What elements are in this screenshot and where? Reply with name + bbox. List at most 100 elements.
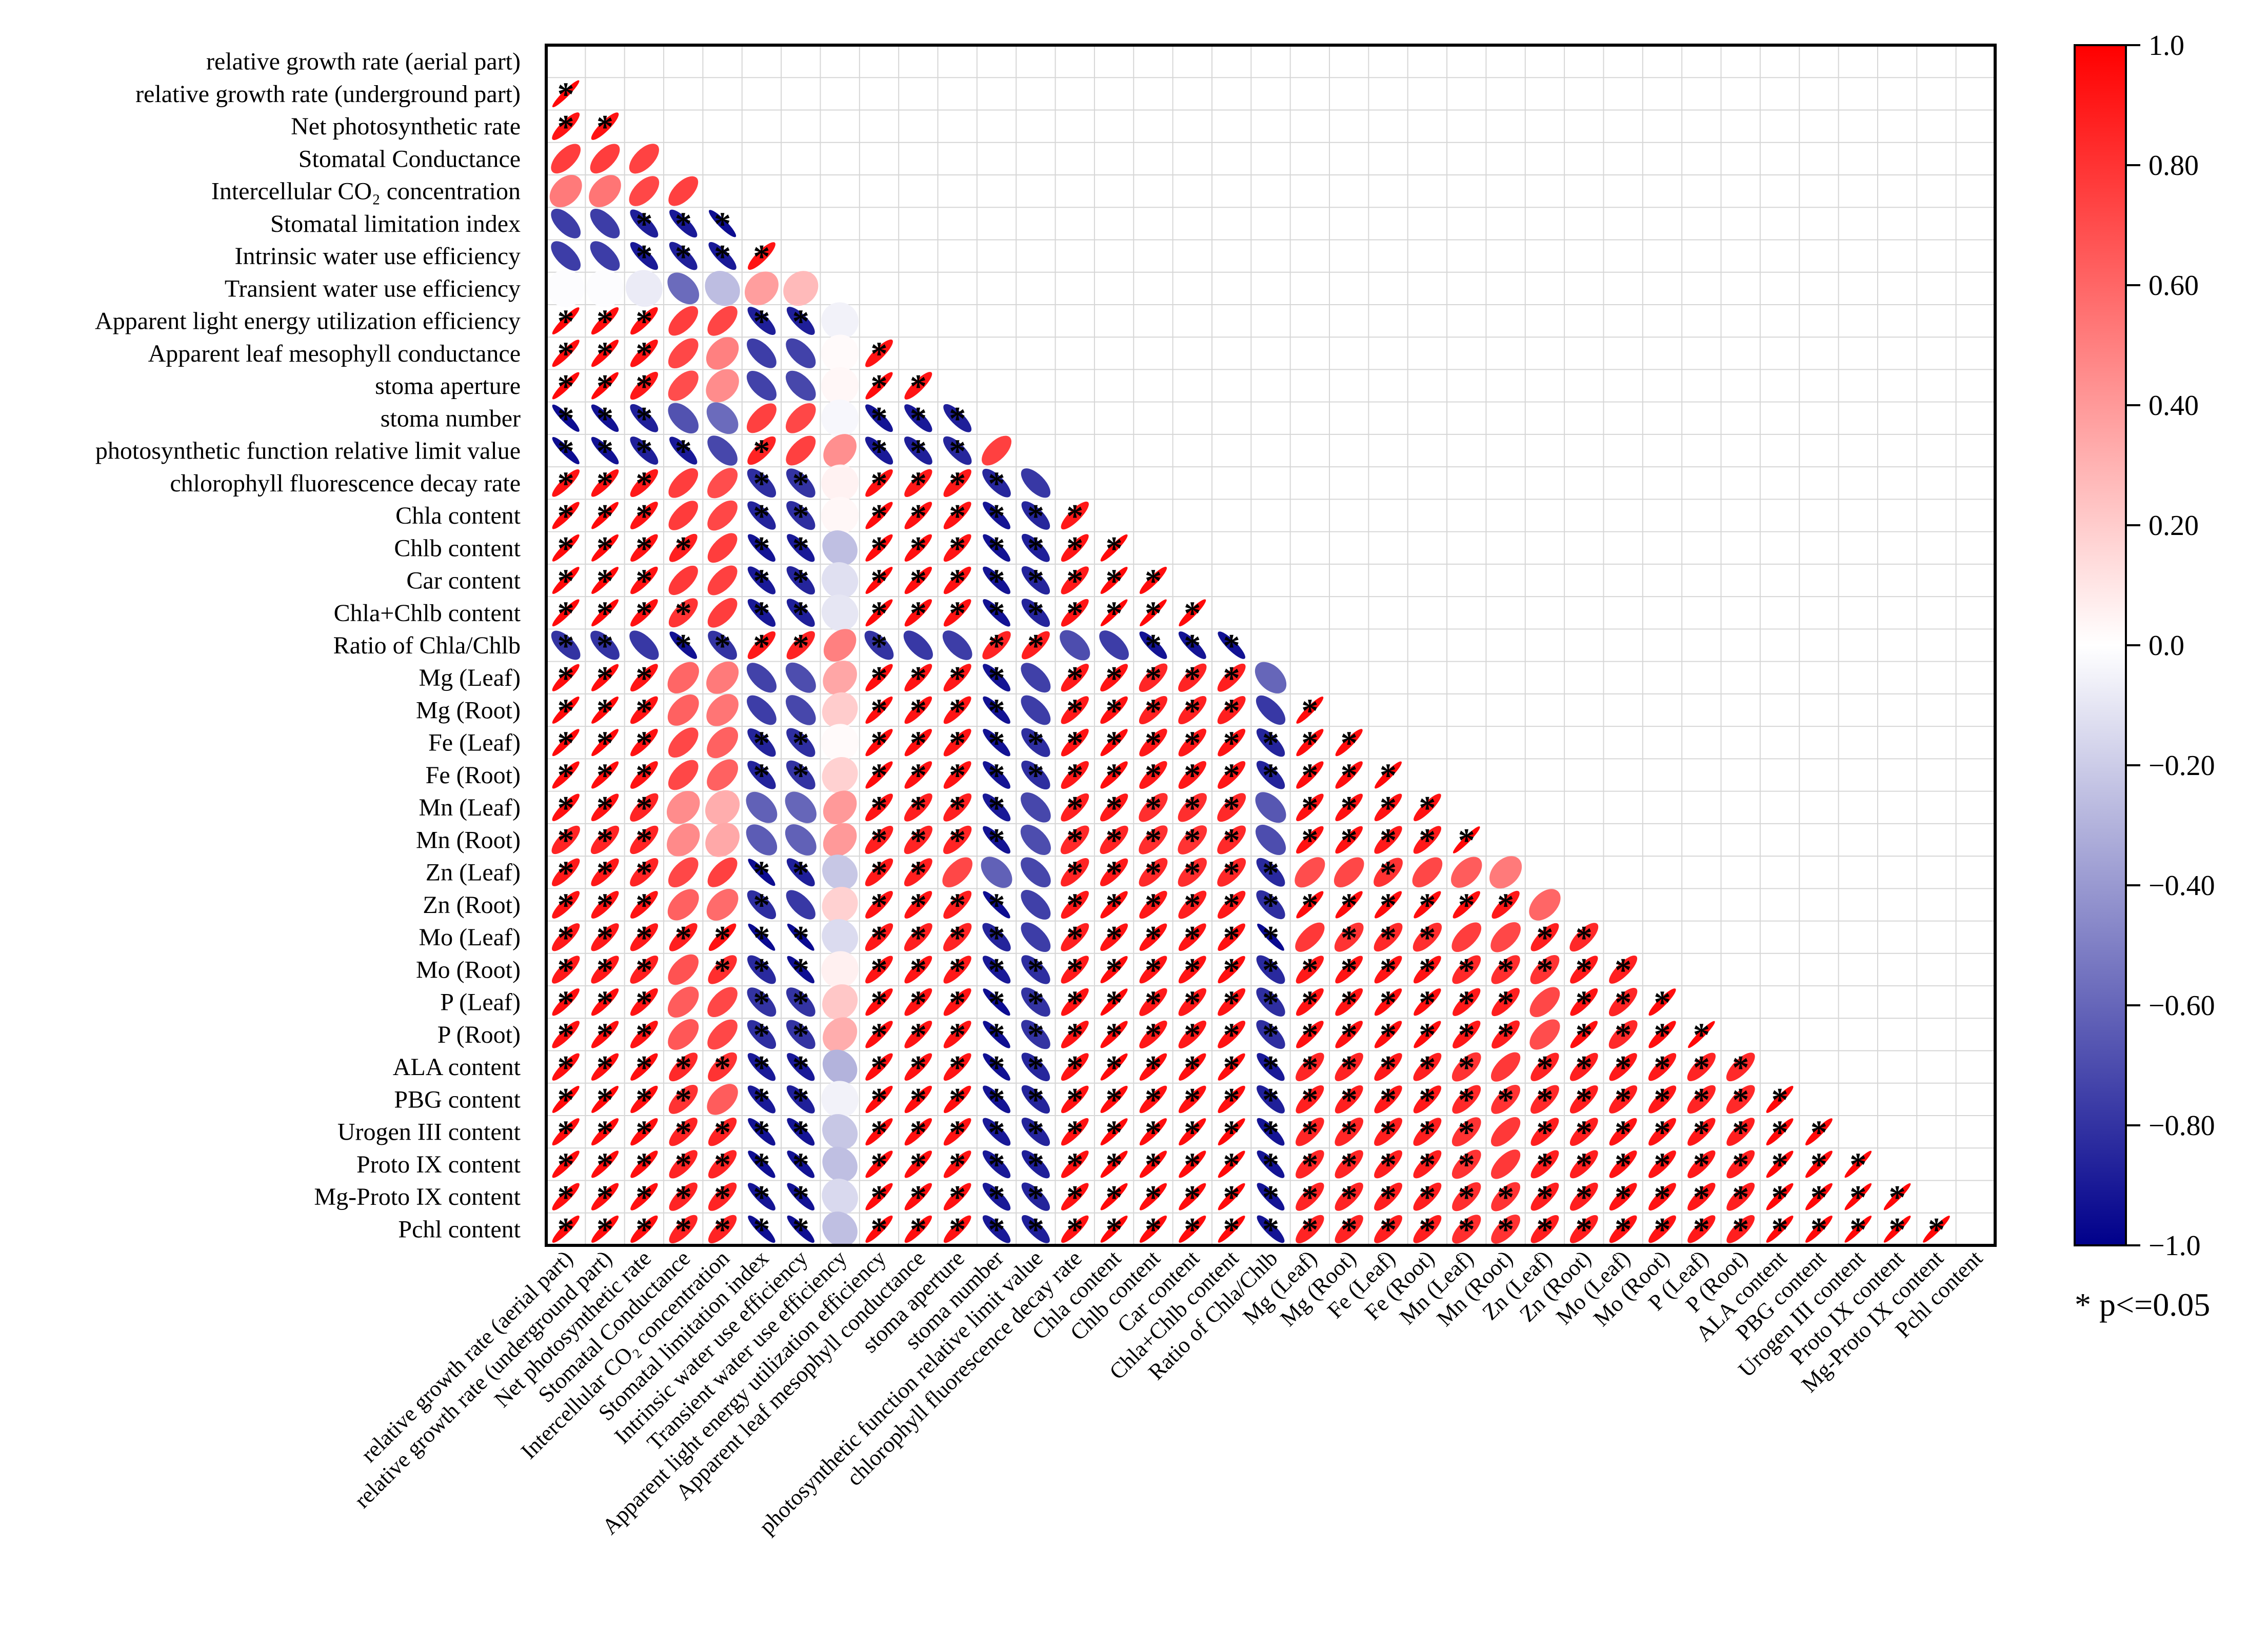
ellipse-apparent-light-energy-utilization-efficiency-vs-intercellular-co-concentration	[707, 306, 738, 336]
significance-star: *	[714, 238, 731, 275]
significance-star: *	[635, 854, 652, 891]
significance-star: *	[1615, 1017, 1632, 1054]
significance-star: *	[988, 789, 1005, 827]
significance-star: *	[1106, 692, 1123, 729]
ellipse-ala-content-vs-stoma-number	[983, 1053, 1010, 1081]
ellipse-urogen-iii-content-vs-photosynthetic-function-relative-limit-value	[1021, 1117, 1050, 1146]
significance-star: *	[596, 595, 613, 632]
ellipse-p-leaf-vs-stoma-aperture	[943, 988, 971, 1016]
significance-star: *	[596, 530, 613, 567]
ellipse-p-root-vs-p-leaf	[1688, 1021, 1715, 1048]
significance-star: *	[1027, 1049, 1044, 1086]
significance-star: *	[635, 951, 652, 989]
ellipse-fe-leaf-vs-relative-growth-rate-aerial-part	[552, 729, 580, 757]
ellipse-car-content-vs-apparent-light-energy-utilization-efficiency	[865, 567, 893, 594]
ellipse-ala-content-vs-fe-leaf	[1374, 1053, 1402, 1081]
significance-star: *	[596, 1049, 613, 1086]
ellipse-mo-root-vs-relative-growth-rate-underground-part	[591, 956, 619, 984]
ellipse-apparent-light-energy-utilization-efficiency-vs-net-photosynthetic-rate	[630, 307, 658, 335]
colorbar: 1.0 0.80 0.60 0.40 0.20 0.0 −0.20 −0.40 −0.60 −0.…	[2074, 30, 2215, 1262]
ellipse-car-content-vs-relative-growth-rate-aerial-part	[552, 567, 580, 594]
significance-star: *	[1066, 1049, 1083, 1086]
ellipse-p-root-vs-chla-content	[1100, 1021, 1128, 1048]
ellipse-car-content-vs-stoma-number	[983, 566, 1010, 594]
ellipse-p-root-vs-relative-growth-rate-underground-part	[591, 1021, 619, 1048]
ellipse-apparent-light-energy-utilization-efficiency-vs-stomatal-limitation-index	[747, 307, 776, 335]
ellipse-mg-proto-ix-content-vs-fe-leaf	[1374, 1182, 1402, 1211]
significance-star: *	[949, 692, 966, 729]
significance-star: *	[1106, 789, 1123, 827]
ellipse-urogen-iii-content-vs-p-root	[1726, 1118, 1755, 1146]
significance-star: *	[1341, 919, 1358, 957]
significance-star: *	[596, 660, 613, 697]
significance-star: *	[1184, 822, 1201, 859]
ellipse-mn-root-vs-mn-leaf	[1453, 826, 1480, 853]
ellipse-ala-content-vs-relative-growth-rate-underground-part	[591, 1053, 619, 1081]
ellipse-fe-root-vs-intrinsic-water-use-efficiency	[786, 760, 815, 790]
ellipse-urogen-iii-content-vs-pbg-content	[1805, 1118, 1833, 1146]
ellipse-chlorophyll-fluorescence-decay-rate-vs-net-photosynthetic-rate	[630, 469, 659, 497]
significance-star: *	[1106, 757, 1123, 795]
ellipse-apparent-leaf-mesophyll-conductance-vs-relative-growth-rate-aerial-part	[552, 340, 580, 367]
ellipse-ala-content-vs-fe-root	[1413, 1053, 1442, 1081]
ellipse-mg-root-vs-transient-water-use-efficiency	[822, 692, 858, 728]
significance-star: *	[870, 1017, 887, 1054]
significance-star: *	[635, 724, 652, 762]
significance-star: *	[1145, 692, 1162, 729]
ellipse-chlorophyll-fluorescence-decay-rate-vs-intercellular-co-concentration	[707, 468, 738, 499]
ellipse-ratio-of-chla-chlb-vs-chlorophyll-fluorescence-decay-rate	[1060, 630, 1090, 661]
significance-star: *	[1301, 1114, 1318, 1151]
ellipse-mo-leaf-vs-stoma-aperture	[943, 923, 972, 951]
ellipse-proto-ix-content-vs-chla-content	[1100, 1150, 1128, 1178]
ellipse-zn-root-vs-relative-growth-rate-aerial-part	[552, 891, 580, 919]
significance-star: *	[635, 1017, 652, 1054]
ellipse-chla-content-vs-transient-water-use-efficiency	[821, 497, 859, 534]
ellipse-proto-ix-content-vs-transient-water-use-efficiency	[822, 1146, 858, 1182]
ellipse-car-content-vs-stomatal-limitation-index	[747, 566, 776, 594]
significance-star: *	[1811, 1179, 1827, 1216]
ellipse-fe-leaf-vs-photosynthetic-function-relative-limit-value	[1021, 728, 1050, 757]
significance-star: *	[792, 1179, 809, 1216]
ellipse-chla-chlb-content-vs-relative-growth-rate-underground-part	[591, 599, 619, 627]
significance-star: *	[1497, 1211, 1514, 1248]
ellipse-stoma-aperture-vs-stomatal-limitation-index	[746, 370, 777, 401]
y-label-apparent-leaf-mesophyll-conductance: Apparent leaf mesophyll conductance	[148, 340, 521, 367]
significance-star: *	[1654, 1017, 1671, 1054]
ellipse-transient-water-use-efficiency-vs-stomatal-conductance	[667, 272, 700, 305]
y-label-zn-leaf: Zn (Leaf)	[426, 859, 521, 886]
ellipse-stoma-number-vs-net-photosynthetic-rate	[630, 404, 659, 432]
significance-star: *	[910, 887, 927, 924]
ellipse-mo-leaf-vs-chlorophyll-fluorescence-decay-rate	[1061, 923, 1089, 951]
significance-star: *	[870, 822, 887, 859]
significance-star: *	[1184, 1211, 1201, 1248]
ellipse-p-leaf-vs-zn-root	[1570, 988, 1598, 1016]
ellipse-fe-root-vs-photosynthetic-function-relative-limit-value	[1021, 760, 1050, 790]
ellipse-p-root-vs-mo-root	[1648, 1021, 1676, 1048]
significance-star: *	[1536, 1049, 1553, 1086]
ellipse-ala-content-vs-mo-leaf	[1609, 1053, 1637, 1081]
ellipse-zn-leaf-vs-intrinsic-water-use-efficiency	[786, 858, 815, 887]
significance-star: *	[1380, 757, 1397, 795]
significance-star: *	[558, 822, 574, 859]
significance-star: *	[1497, 887, 1514, 924]
significance-star: *	[1262, 1146, 1279, 1184]
significance-star: *	[1066, 498, 1083, 535]
significance-star: *	[1380, 789, 1397, 827]
ellipse-stoma-aperture-vs-intercellular-co-concentration	[706, 369, 739, 403]
ellipse-mo-root-vs-fe-leaf	[1374, 956, 1402, 984]
significance-star: *	[792, 465, 809, 503]
ellipse-proto-ix-content-vs-chla-chlb-content	[1218, 1150, 1245, 1178]
ellipse-p-leaf-vs-chlorophyll-fluorescence-decay-rate	[1061, 988, 1089, 1016]
ellipse-fe-root-vs-car-content	[1178, 761, 1206, 789]
ellipse-mn-root-vs-ratio-of-chla-chlb	[1255, 824, 1286, 856]
ellipse-fe-root-vs-transient-water-use-efficiency	[822, 757, 858, 793]
significance-star: *	[1380, 1211, 1397, 1248]
ellipse-mn-root-vs-chla-content	[1100, 825, 1128, 855]
significance-star: *	[596, 1114, 613, 1151]
significance-star: *	[753, 1049, 770, 1086]
significance-star: *	[949, 562, 966, 600]
ellipse-chla-content-vs-photosynthetic-function-relative-limit-value	[1021, 501, 1050, 530]
significance-star: *	[792, 919, 809, 957]
significance-star: *	[1419, 1211, 1436, 1248]
significance-star: *	[1419, 1179, 1436, 1216]
